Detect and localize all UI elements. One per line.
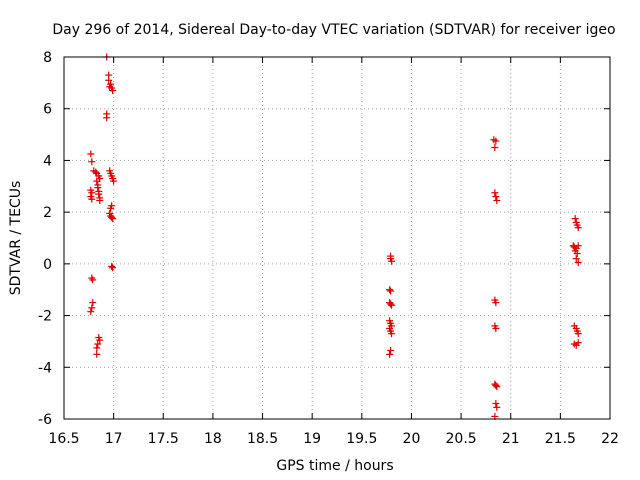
data-point (89, 276, 97, 284)
data-point (574, 330, 582, 338)
data-point (109, 87, 117, 95)
data-point (88, 274, 96, 282)
x-tick-label: 21 (502, 431, 520, 447)
data-point (87, 308, 95, 316)
data-point (388, 301, 396, 309)
data-point (95, 190, 103, 198)
x-tick-label: 16.5 (48, 431, 79, 447)
x-tick-label: 21.5 (545, 431, 576, 447)
data-point (388, 257, 396, 265)
y-tick-label: 0 (43, 257, 52, 273)
data-point (386, 286, 394, 294)
x-tick-label: 18 (204, 431, 222, 447)
data-point (94, 184, 102, 192)
y-tick-label: 4 (43, 153, 52, 169)
data-point (93, 344, 101, 352)
y-tick-label: 6 (43, 102, 52, 118)
data-point (571, 215, 579, 223)
data-point (491, 144, 499, 151)
data-point (574, 259, 582, 267)
x-tick-label: 18.5 (247, 431, 278, 447)
data-point (386, 350, 394, 358)
data-point (94, 340, 102, 348)
data-point (109, 264, 117, 272)
data-point (493, 197, 501, 205)
data-point (109, 215, 117, 223)
x-tick-label: 20 (403, 431, 421, 447)
data-point (110, 177, 118, 185)
data-points (87, 53, 582, 420)
data-point (492, 299, 500, 307)
data-point (89, 299, 97, 307)
data-point (387, 346, 395, 354)
data-point (387, 300, 395, 308)
data-point (88, 195, 96, 203)
x-tick-label: 17 (105, 431, 123, 447)
x-tick-label: 20.5 (446, 431, 477, 447)
data-point (88, 158, 96, 166)
data-point (96, 197, 104, 205)
data-point (574, 339, 582, 347)
y-tick-label: 2 (43, 205, 52, 221)
data-point (492, 399, 500, 407)
data-point (493, 403, 501, 411)
data-point (492, 193, 500, 201)
data-point (87, 150, 95, 158)
data-point (387, 287, 395, 295)
x-axis-label: GPS time / hours (276, 458, 393, 474)
data-point (491, 189, 499, 197)
y-tick-label: -2 (38, 309, 52, 325)
data-point (92, 168, 100, 176)
x-tick-label: 19 (303, 431, 321, 447)
data-point (573, 250, 581, 258)
data-point (96, 175, 104, 183)
data-point (108, 262, 116, 270)
data-point (88, 189, 96, 197)
chart-title: Day 296 of 2014, Sidereal Day-to-day VTE… (52, 22, 615, 38)
y-tick-label: 8 (43, 50, 52, 66)
data-point (96, 336, 104, 344)
data-point (572, 255, 580, 263)
data-point (492, 137, 500, 145)
data-point (88, 304, 96, 312)
data-point (574, 224, 582, 232)
data-point (492, 381, 500, 389)
x-tick-labels: 16.5 17 17.5 18 18.5 19 19.5 20 20.5 21 21.5 22 (48, 431, 619, 447)
data-point (103, 114, 111, 122)
x-tick-label: 17.5 (148, 431, 179, 447)
data-point (107, 204, 115, 212)
data-point (493, 383, 501, 391)
x-tick-label: 22 (601, 431, 619, 447)
y-tick-label: -4 (38, 360, 52, 376)
y-tick-labels: -6 -4 -2 0 2 4 6 8 (38, 50, 52, 428)
grid-lines (64, 57, 610, 419)
y-tick-label: -6 (38, 412, 52, 428)
data-point (105, 76, 113, 84)
data-point (574, 242, 582, 250)
y-axis-label: SDTVAR / TECUs (8, 181, 24, 296)
x-tick-label: 19.5 (346, 431, 377, 447)
axis-ticks (63, 56, 611, 420)
data-point (93, 350, 101, 358)
plot-frame (63, 56, 611, 420)
data-point (388, 330, 396, 338)
data-point (492, 325, 500, 332)
data-point (108, 213, 116, 221)
